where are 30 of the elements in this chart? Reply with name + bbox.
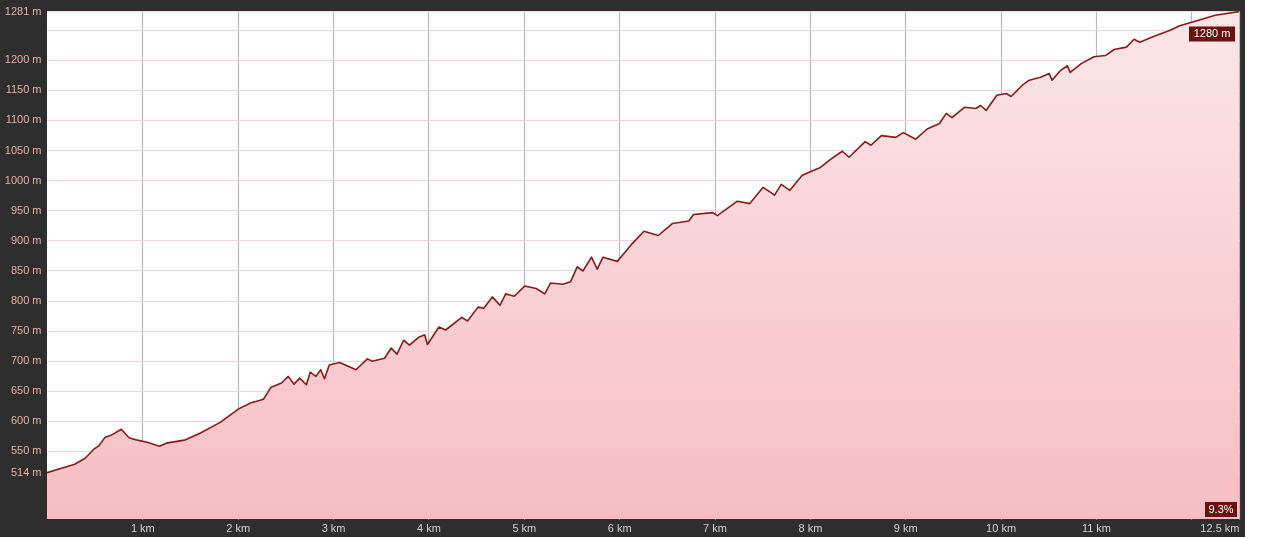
y-tick-label: 700 m [10,354,42,367]
y-tick-label: 1100 m [5,113,42,126]
x-tick-label: 2 km [226,521,251,534]
y-tick-label: 1000 m [4,173,42,186]
x-tick-label: 1 km [130,521,155,534]
y-tick-label: 650 m [10,384,42,397]
y-tick-label: 600 m [10,414,42,427]
y-tick-label: 750 m [10,324,42,337]
annotation: 1280 m [1193,27,1231,40]
x-tick-label: 9 km [893,521,918,534]
x-tick-label: 10 km [986,521,1017,534]
y-tick-label: 1200 m [4,53,42,66]
y-tick-label: 800 m [10,294,42,307]
x-tick-label: 12.5 km [1200,521,1240,534]
y-tick-label: 950 m [10,203,42,216]
y-tick-label: 1050 m [4,143,42,156]
x-tick-label: 11 km [1081,521,1112,534]
y-tick-label: 1281 m [4,4,42,17]
x-tick-label: 3 km [321,521,346,534]
x-tick-label: 8 km [798,521,823,534]
x-tick-label: 5 km [512,521,537,534]
y-tick-label: 900 m [10,233,42,246]
x-tick-label: 7 km [703,521,727,534]
y-tick-label: 1150 m [5,83,42,96]
x-tick-label: 6 km [607,521,632,534]
y-tick-label: 850 m [10,263,42,276]
y-tick-label: 514 m [10,466,42,479]
x-tick-label: 4 km [417,521,441,534]
y-tick-label: 550 m [10,444,42,457]
annotation: 9.3% [1208,502,1234,515]
